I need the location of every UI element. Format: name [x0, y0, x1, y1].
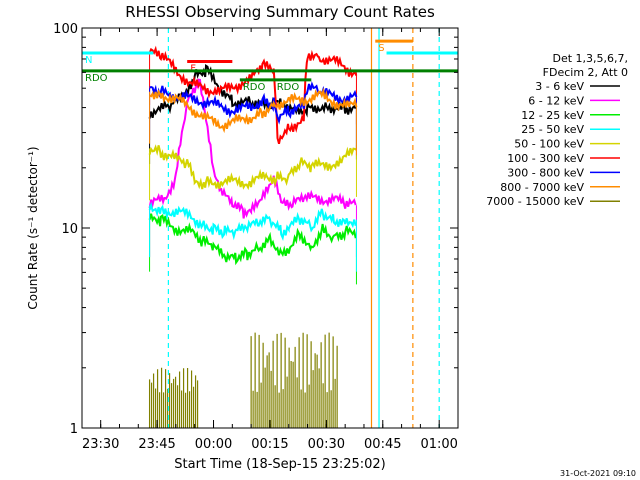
legend: Det 1,3,5,6,7,FDecim 2, Att 03 - 6 keV6 … [486, 52, 628, 208]
y-tick-label: 10 [61, 222, 78, 237]
y-tick-label: 100 [53, 22, 78, 37]
x-tick-label: 00:15 [251, 437, 288, 452]
flag-label: F [190, 63, 196, 74]
x-tick-label: 01:00 [420, 437, 457, 452]
legend-entry-label: 50 - 100 keV [514, 138, 584, 151]
chart-title: RHESSI Observing Summary Count Rates [125, 3, 435, 21]
legend-entry-label: 25 - 50 keV [521, 123, 584, 136]
series-line [149, 87, 358, 134]
y-tick-label: 1 [70, 422, 78, 437]
series-line [148, 201, 357, 241]
flag-label: S [378, 43, 384, 54]
flag-label: N [85, 55, 92, 66]
legend-entry-label: 7000 - 15000 keV [486, 195, 584, 208]
legend-entry-label: 800 - 7000 keV [500, 181, 584, 194]
x-tick-label: 23:45 [138, 437, 175, 452]
legend-header: FDecim 2, Att 0 [543, 66, 628, 79]
series-line [148, 78, 357, 219]
x-tick-label: 00:30 [308, 437, 345, 452]
legend-header: Det 1,3,5,6,7, [552, 52, 628, 65]
generated-timestamp: 31-Oct-2021 09:10 [560, 469, 636, 478]
legend-entry-label: 3 - 6 keV [535, 80, 584, 93]
legend-entry-label: 300 - 800 keV [507, 166, 584, 179]
legend-entry-label: 6 - 12 keV [528, 94, 584, 107]
flag-label: RDO [85, 73, 108, 84]
x-tick-label: 23:30 [82, 437, 119, 452]
legend-entry-label: 12 - 25 keV [521, 109, 584, 122]
flag-label: RDO [277, 82, 300, 93]
burst-segment-7000-15000-kev [250, 332, 338, 428]
legend-entry-label: 100 - 300 keV [507, 152, 584, 165]
x-axis-label: Start Time (18-Sep-15 23:25:02) [174, 457, 385, 472]
x-tick-label: 00:00 [195, 437, 232, 452]
series-line [148, 144, 357, 191]
y-axis-label: Count Rate (s⁻¹ detector⁻¹) [26, 146, 40, 309]
x-tick-label: 00:45 [364, 437, 401, 452]
burst-segment-7000-15000-kev [148, 367, 199, 428]
plot-area: N F RDO RDO RDO S 1 10 100 23:30 23:45 00:00 00:15 00… [53, 22, 459, 452]
flag-label: RDO [243, 82, 266, 93]
series-line [148, 213, 357, 266]
